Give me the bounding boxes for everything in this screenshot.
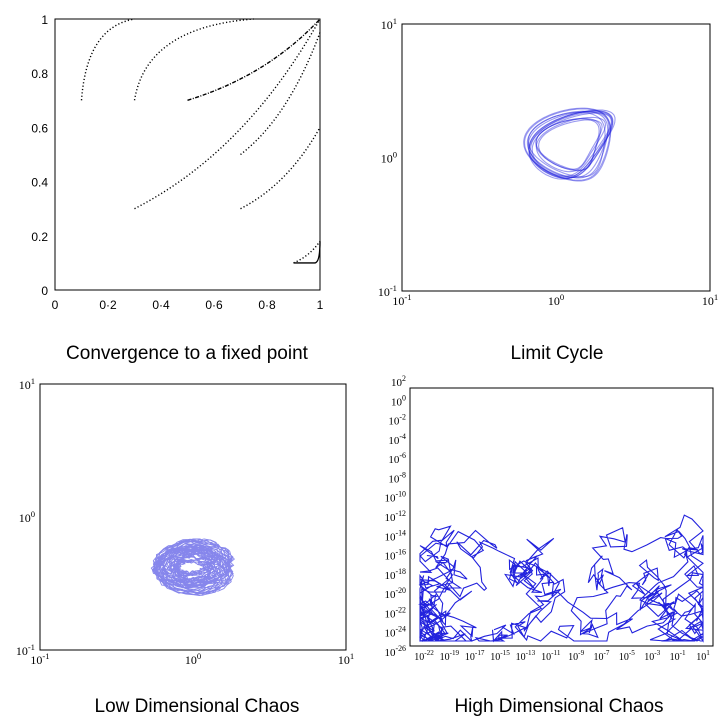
x-tick-label: 0·6 xyxy=(205,298,223,312)
y-tick-label: 10-26 xyxy=(384,644,406,659)
x-tick-label: 0 xyxy=(52,298,59,312)
y-tick-label: 10-12 xyxy=(384,509,406,524)
trajectory-line xyxy=(293,240,321,264)
trajectory-line xyxy=(240,32,321,156)
trajectory-line xyxy=(528,110,614,179)
x-tick-label: 10-11 xyxy=(541,649,561,663)
x-tick-label: 10-1 xyxy=(392,292,411,308)
trajectory-line xyxy=(187,18,321,101)
trajectory-line xyxy=(523,107,612,182)
y-tick-label: 10-4 xyxy=(388,432,406,447)
y-tick-label: 1 xyxy=(41,13,48,27)
caption-fixed-point: Convergence to a fixed point xyxy=(66,343,309,364)
y-tick-label: 10-24 xyxy=(384,625,406,640)
trajectory-line xyxy=(150,538,235,597)
y-tick-label: 10-8 xyxy=(388,470,406,485)
y-tick-label: 100 xyxy=(19,509,35,525)
y-tick-label: 100 xyxy=(391,393,406,408)
y-tick-label: 10-14 xyxy=(384,528,406,543)
x-tick-label: 10-19 xyxy=(440,649,460,663)
trajectory-line xyxy=(538,119,603,170)
trajectory-line xyxy=(535,117,602,172)
y-tick-label: 100 xyxy=(381,150,397,166)
panel-high-chaos-plot xyxy=(418,514,704,643)
trajectory-line xyxy=(134,18,321,210)
y-tick-label: 0.6 xyxy=(31,121,48,135)
y-tick-label: 10-1 xyxy=(16,642,35,658)
caption-low-chaos: Low Dimensional Chaos xyxy=(95,696,300,717)
trajectory-line xyxy=(526,110,609,179)
panel-low-chaos-frame xyxy=(39,383,347,651)
trajectory-line xyxy=(531,112,612,177)
y-tick-label: 0.2 xyxy=(31,230,48,244)
trajectory-line xyxy=(524,108,611,181)
x-tick-label: 10-1 xyxy=(670,649,686,663)
tick-labels: 0 0·2 0·4 0·6 0·8 1 0 0.2 0.4 0.6 0.8 1 10-1 100 101 10… xyxy=(16,13,718,667)
y-tick-label: 10-10 xyxy=(384,490,406,505)
x-tick-label: 10-22 xyxy=(414,649,434,663)
x-tick-label: 10-9 xyxy=(568,649,584,663)
caption-limit-cycle: Limit Cycle xyxy=(511,343,604,364)
x-tick-label: 101 xyxy=(696,649,710,663)
y-tick-label: 10-2 xyxy=(388,413,406,428)
x-tick-label: 100 xyxy=(548,292,564,308)
y-tick-label: 101 xyxy=(381,16,397,32)
panel-limit-cycle-plot xyxy=(523,107,616,182)
y-tick-label: 0.8 xyxy=(31,67,48,81)
trajectory-line xyxy=(240,127,321,210)
x-tick-label: 101 xyxy=(338,651,354,667)
y-tick-label: 10-6 xyxy=(388,451,406,466)
trajectory-line xyxy=(527,111,606,178)
y-tick-label: 10-1 xyxy=(378,283,397,299)
y-tick-label: 102 xyxy=(391,374,406,389)
trajectory-line xyxy=(535,116,607,173)
x-tick-label: 0·4 xyxy=(152,298,170,312)
panel-fixed-point-plot xyxy=(80,18,321,264)
y-tick-label: 10-18 xyxy=(384,567,406,582)
y-tick-label: 0.4 xyxy=(31,176,48,190)
caption-high-chaos: High Dimensional Chaos xyxy=(454,696,663,717)
y-tick-label: 10-22 xyxy=(384,605,406,620)
x-tick-label: 101 xyxy=(702,292,718,308)
trajectory-line xyxy=(528,109,616,180)
y-tick-label: 0 xyxy=(41,284,48,298)
trajectory-line xyxy=(133,18,254,101)
trajectory-line xyxy=(535,118,600,171)
x-tick-label: 10-3 xyxy=(644,649,660,663)
panel-high-chaos-frame xyxy=(409,387,714,647)
x-tick-label: 10-13 xyxy=(516,649,536,663)
panel-limit-cycle-frame xyxy=(401,23,711,292)
x-tick-label: 10-5 xyxy=(619,649,635,663)
x-tick-label: 10-15 xyxy=(490,649,510,663)
x-tick-label: 1 xyxy=(317,298,324,312)
y-tick-label: 10-20 xyxy=(384,586,406,601)
x-tick-label: 10-17 xyxy=(465,649,485,663)
trajectory-line xyxy=(527,111,610,179)
x-tick-label: 0·2 xyxy=(99,298,117,312)
trajectory-line xyxy=(293,241,321,264)
trajectory-line xyxy=(528,110,614,179)
panel-low-chaos-plot xyxy=(150,538,235,597)
x-tick-label: 10-7 xyxy=(594,649,610,663)
panel-fixed-point-frame xyxy=(54,18,321,291)
x-tick-label: 0·8 xyxy=(258,298,276,312)
trajectory-line xyxy=(418,514,704,643)
y-tick-label: 10-16 xyxy=(384,548,406,563)
y-tick-label: 101 xyxy=(19,376,35,392)
x-tick-label: 10-1 xyxy=(30,651,49,667)
x-tick-label: 100 xyxy=(185,651,201,667)
trajectory-line xyxy=(530,111,613,178)
trajectory-line xyxy=(80,18,135,101)
